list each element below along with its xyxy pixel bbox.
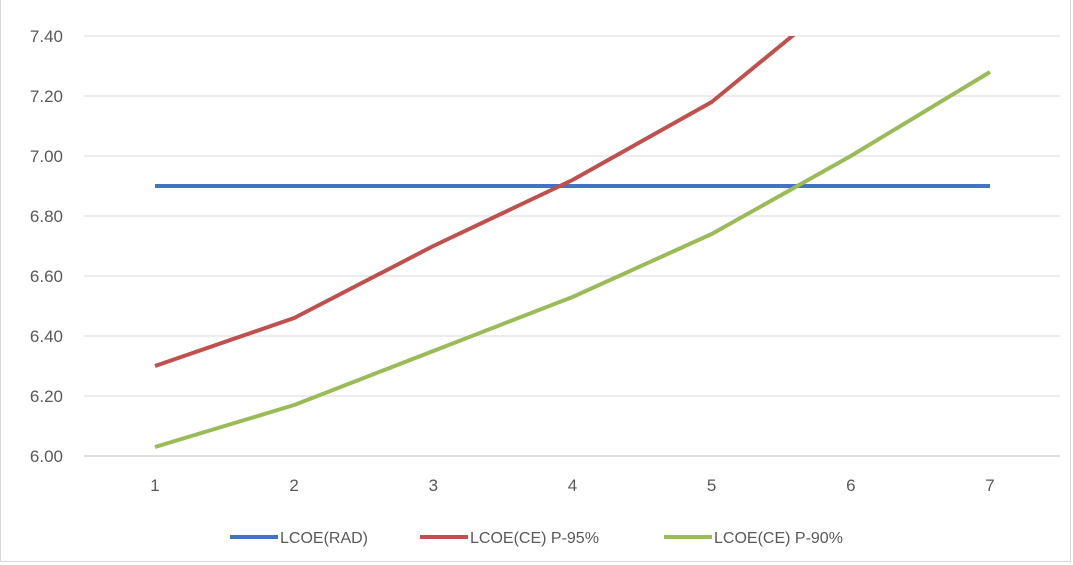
series-line-3 xyxy=(154,70,992,449)
y-tick-label: 7.20 xyxy=(30,87,63,106)
y-tick-label: 6.00 xyxy=(30,447,63,466)
y-tick-label: 6.20 xyxy=(30,387,63,406)
x-tick-label: 4 xyxy=(568,476,577,495)
x-tick-label: 2 xyxy=(289,476,298,495)
y-tick-label: 6.60 xyxy=(30,267,63,286)
legend: LCOE(RAD) LCOE(CE) P-95% LCOE(CE) P-90% xyxy=(230,530,843,547)
x-tick-label: 6 xyxy=(846,476,855,495)
series-line-2 xyxy=(154,36,796,368)
gridlines xyxy=(84,35,1060,457)
legend-label: LCOE(CE) P-95% xyxy=(470,530,599,547)
y-tick-label: 7.00 xyxy=(30,147,63,166)
y-tick-label: 6.40 xyxy=(30,327,63,346)
x-tick-label: 1 xyxy=(150,476,159,495)
x-tick-label: 7 xyxy=(985,476,994,495)
legend-label: LCOE(RAD) xyxy=(280,530,368,547)
x-axis: 1 2 3 4 5 6 7 xyxy=(150,476,994,495)
x-tick-label: 3 xyxy=(429,476,438,495)
x-tick-label: 5 xyxy=(707,476,716,495)
legend-label: LCOE(CE) P-90% xyxy=(714,530,843,547)
series-lines xyxy=(154,36,992,449)
y-tick-label: 7.40 xyxy=(30,27,63,46)
y-axis: 6.00 6.20 6.40 6.60 6.80 7.00 7.20 7.40 xyxy=(30,27,63,466)
y-tick-label: 6.80 xyxy=(30,207,63,226)
